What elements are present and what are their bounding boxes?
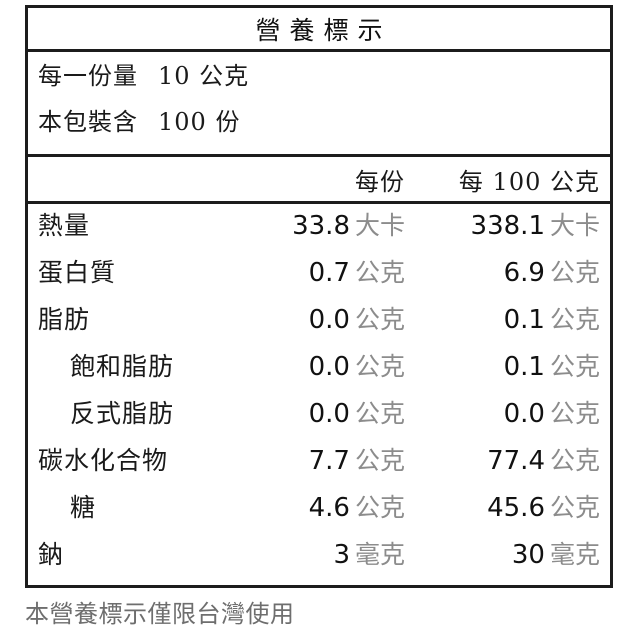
servings-per-package-row: 本包裝含 100 份 — [28, 102, 610, 148]
value-unit: 毫克 — [354, 540, 405, 569]
value-unit: 公克 — [354, 305, 405, 334]
serving-info-block: 每一份量 10 公克 本包裝含 100 份 — [28, 52, 610, 157]
column-header-row: 每份 每 100 公克 — [28, 157, 610, 204]
cell-per-100g: 45.6 公克 — [415, 488, 610, 524]
value-amount: 30 — [511, 540, 545, 570]
nutrient-name: 飽和脂肪 — [70, 352, 175, 381]
cell-per-100g: 77.4 公克 — [415, 441, 610, 477]
value-unit: 公克 — [549, 305, 600, 334]
value-unit: 公克 — [354, 493, 405, 522]
value-unit: 公克 — [549, 493, 600, 522]
value-unit: 大卡 — [549, 211, 600, 240]
value-amount: 0.0 — [308, 305, 350, 335]
cell-per-serving: 33.8 大卡 — [245, 206, 415, 242]
value-unit: 公克 — [354, 399, 405, 428]
column-header-per-serving: 每份 — [355, 167, 405, 196]
cell-per-100g: 30 毫克 — [415, 535, 610, 571]
cell-per-serving: 0.7 公克 — [245, 253, 415, 289]
value-amount: 3 — [333, 540, 350, 570]
table-row: 脂肪 0.0 公克 0.1 公克 — [28, 300, 610, 347]
cell-per-serving: 0.0 公克 — [245, 300, 415, 336]
cell-per-serving: 0.0 公克 — [245, 347, 415, 383]
value-unit: 公克 — [549, 258, 600, 287]
table-row: 飽和脂肪 0.0 公克 0.1 公克 — [28, 347, 610, 394]
value-unit: 毫克 — [549, 540, 600, 569]
value-amount: 4.6 — [308, 493, 350, 523]
value-amount: 0.0 — [308, 352, 350, 382]
table-row: 反式脂肪 0.0 公克 0.0 公克 — [28, 394, 610, 441]
serving-size-label: 每一份量 — [38, 62, 138, 90]
nutrient-name: 熱量 — [38, 211, 91, 240]
page-title: 營養標示 — [255, 15, 392, 45]
value-unit: 公克 — [549, 399, 600, 428]
table-row: 熱量 33.8 大卡 338.1 大卡 — [28, 206, 610, 253]
cell-per-100g: 0.0 公克 — [415, 394, 610, 430]
table-row: 鈉 3 毫克 30 毫克 — [28, 535, 610, 582]
cell-per-serving: 7.7 公克 — [245, 441, 415, 477]
value-amount: 0.0 — [503, 399, 545, 429]
value-unit: 公克 — [549, 352, 600, 381]
table-row: 糖 4.6 公克 45.6 公克 — [28, 488, 610, 535]
serving-size-row: 每一份量 10 公克 — [28, 56, 610, 102]
nutrient-name: 反式脂肪 — [70, 399, 175, 428]
nutrient-name: 蛋白質 — [38, 258, 117, 287]
nutrient-name: 糖 — [70, 493, 97, 522]
nutrient-name: 鈉 — [38, 540, 65, 569]
value-amount: 338.1 — [470, 211, 545, 241]
column-header-per-100g: 每 100 公克 — [458, 167, 600, 196]
value-unit: 公克 — [549, 446, 600, 475]
cell-per-100g: 6.9 公克 — [415, 253, 610, 289]
value-amount: 33.8 — [292, 211, 350, 241]
nutrient-name: 碳水化合物 — [38, 446, 169, 475]
table-title-row: 營養標示 — [28, 8, 610, 52]
value-amount: 45.6 — [487, 493, 545, 523]
value-amount: 77.4 — [487, 446, 545, 476]
value-amount: 0.1 — [503, 352, 545, 382]
nutrient-rows-body: 熱量 33.8 大卡 338.1 大卡 蛋白質 0.7 公克 6.9 公克 脂肪 0.0 公克 0.1 公克… — [28, 204, 610, 582]
footer-note: 本營養標示僅限台灣使用 — [25, 600, 295, 628]
nutrient-name: 脂肪 — [38, 305, 91, 334]
value-amount: 6.9 — [503, 258, 545, 288]
cell-per-serving: 3 毫克 — [245, 535, 415, 571]
servings-per-package-label: 本包裝含 — [38, 108, 138, 136]
table-row: 蛋白質 0.7 公克 6.9 公克 — [28, 253, 610, 300]
cell-per-serving: 4.6 公克 — [245, 488, 415, 524]
nutrition-facts-table: 營養標示 每一份量 10 公克 本包裝含 100 份 每份 每 100 公克 熱… — [25, 5, 613, 588]
servings-per-package-value: 100 份 — [158, 108, 241, 136]
serving-size-value: 10 公克 — [158, 62, 250, 90]
value-unit: 公克 — [354, 446, 405, 475]
value-unit: 公克 — [354, 258, 405, 287]
value-unit: 大卡 — [354, 211, 405, 240]
value-amount: 0.1 — [503, 305, 545, 335]
cell-per-100g: 338.1 大卡 — [415, 206, 610, 242]
table-row: 碳水化合物 7.7 公克 77.4 公克 — [28, 441, 610, 488]
cell-per-100g: 0.1 公克 — [415, 347, 610, 383]
cell-per-100g: 0.1 公克 — [415, 300, 610, 336]
value-amount: 7.7 — [308, 446, 350, 476]
value-amount: 0.0 — [308, 399, 350, 429]
cell-per-serving: 0.0 公克 — [245, 394, 415, 430]
value-unit: 公克 — [354, 352, 405, 381]
value-amount: 0.7 — [308, 258, 350, 288]
